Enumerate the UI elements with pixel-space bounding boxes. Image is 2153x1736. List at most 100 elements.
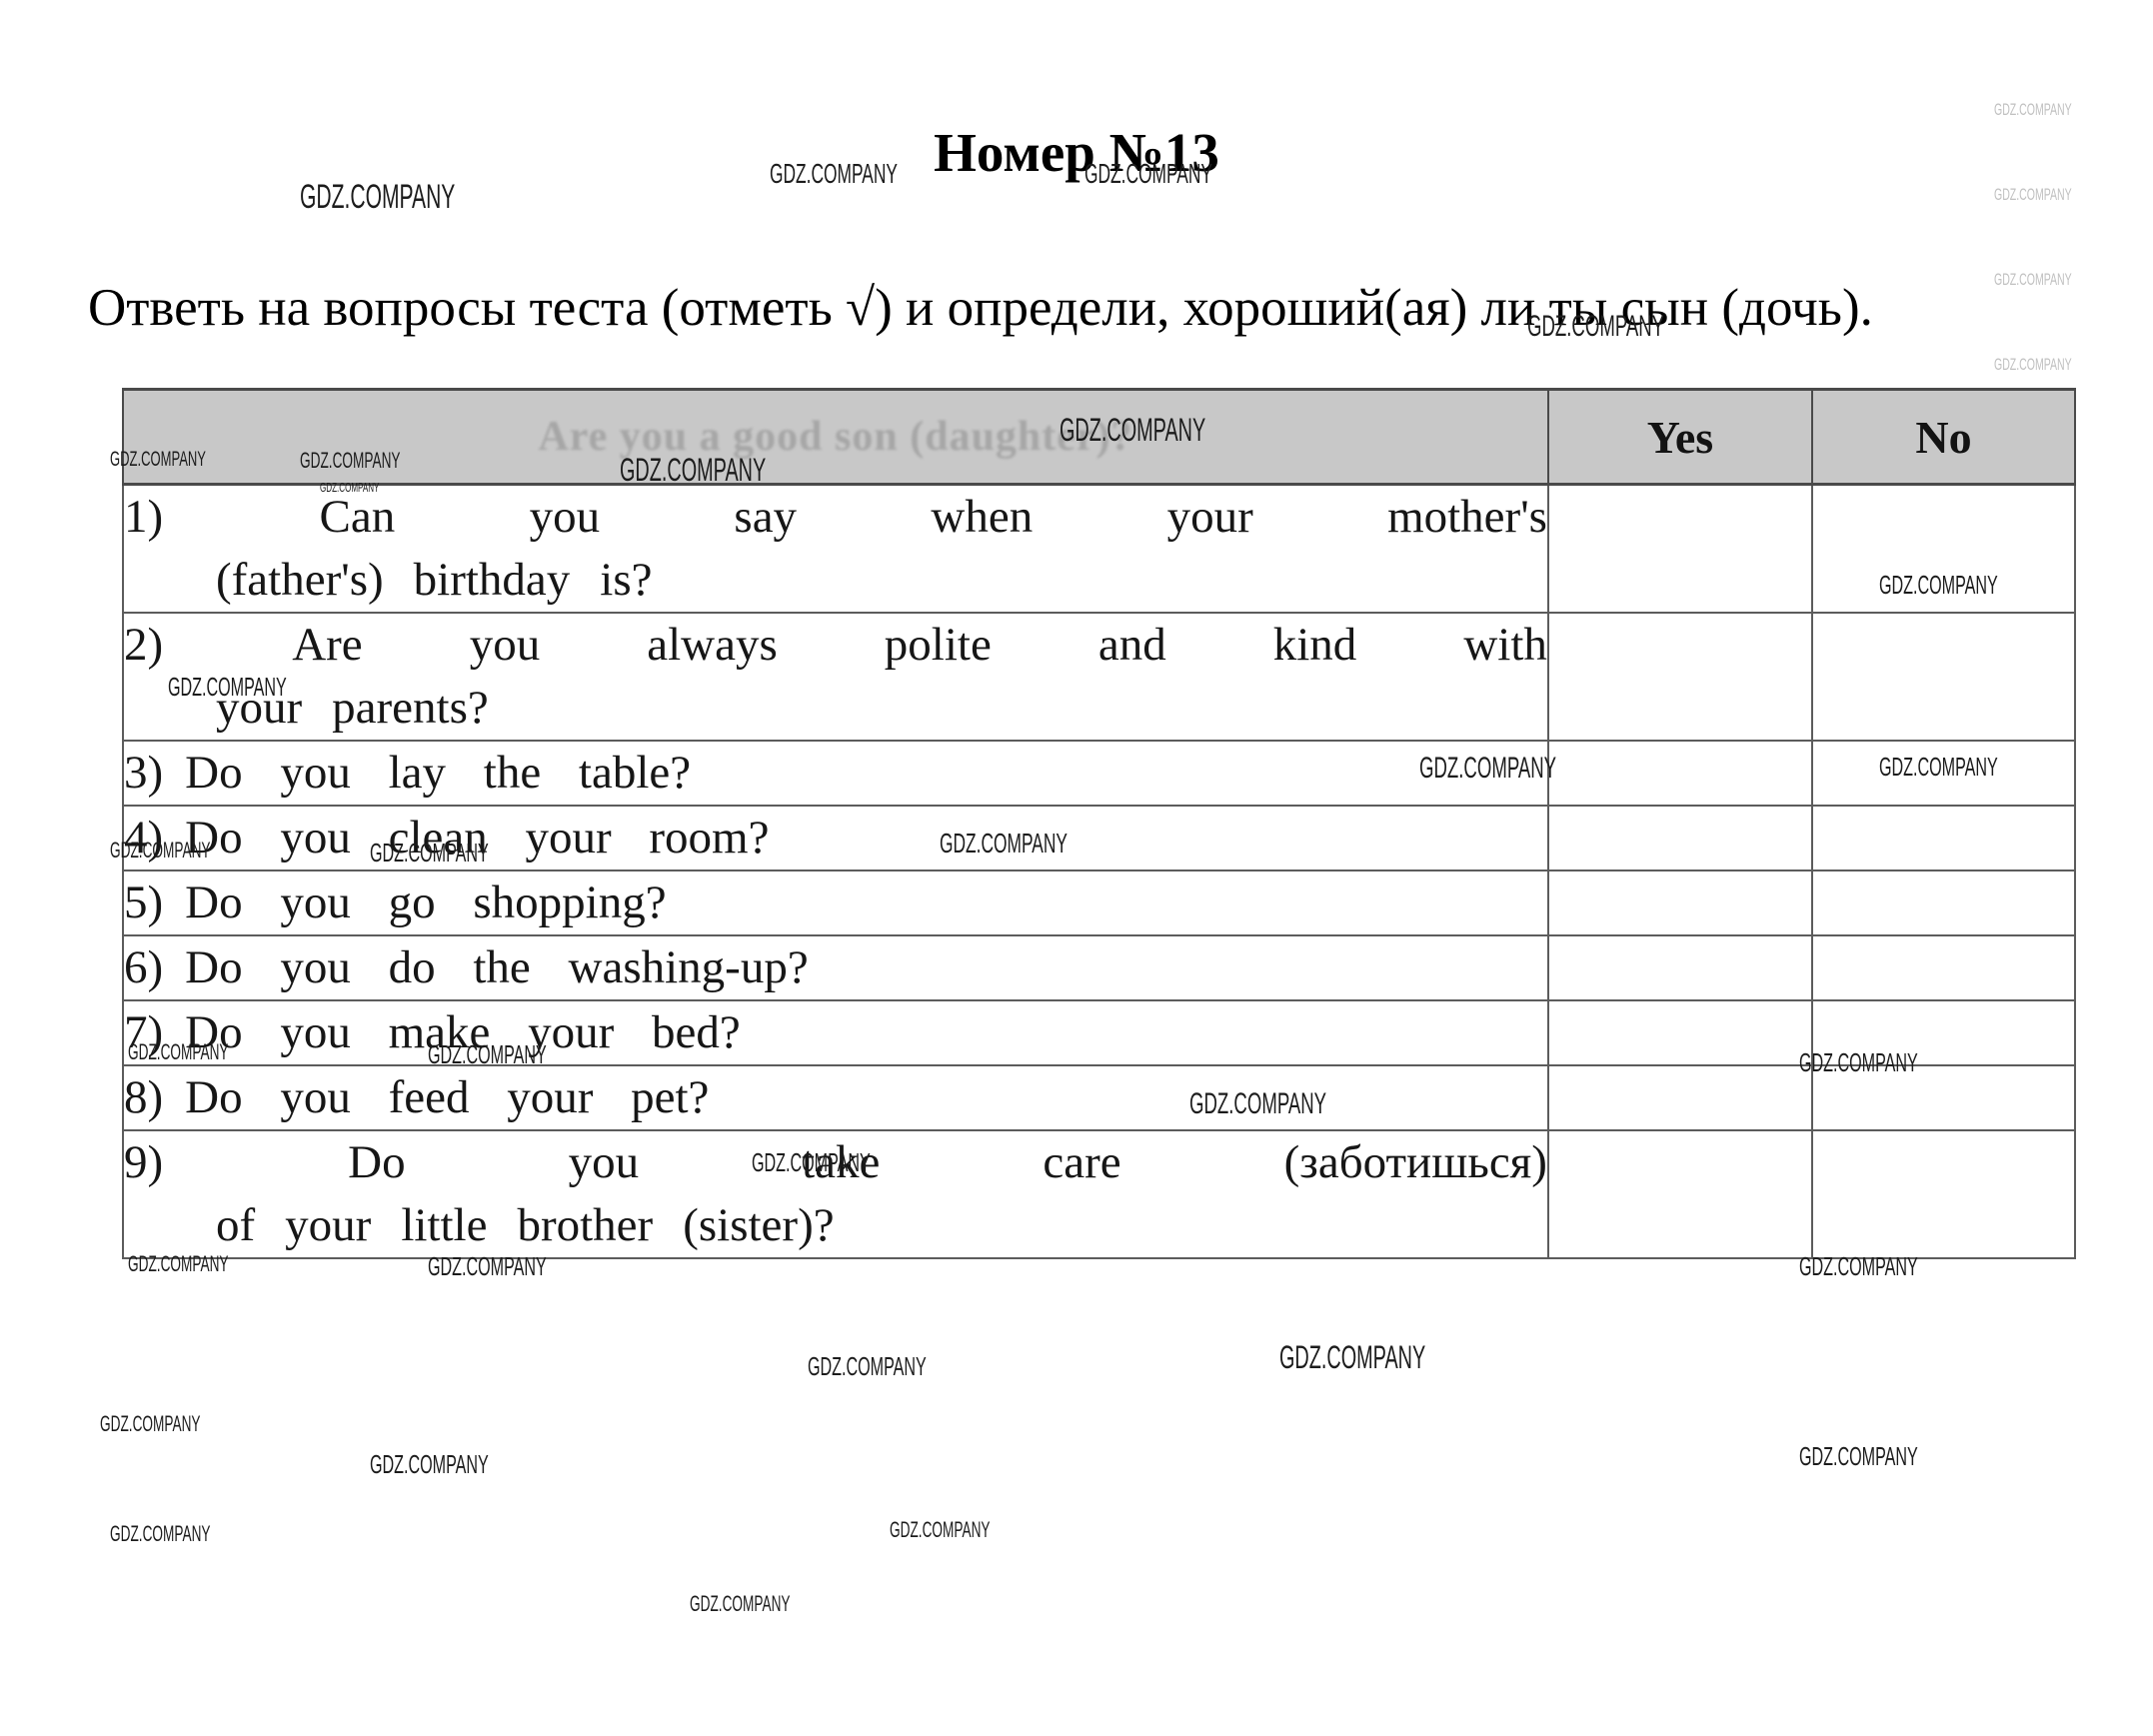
question-number: 3) xyxy=(124,747,164,799)
header-no-column: No xyxy=(1811,388,2076,486)
table-row: 6) Do you do the washing-up? xyxy=(122,934,2076,1001)
question-cell: 9) Do you take care (заботишься) of your little b… xyxy=(122,1129,1549,1259)
question-line-1: 6) Do you do the washing-up? xyxy=(124,936,1547,999)
table-row: 9) Do you take care (заботишься) of your little b… xyxy=(122,1129,2076,1259)
question-line-1: 7) Do you make your bed? xyxy=(124,1001,1547,1064)
question-line-2: of your little brother (sister)? xyxy=(124,1194,1547,1257)
yes-answer-cell[interactable] xyxy=(1547,934,1813,1001)
question-line-1: 2) Are you always polite and kind with xyxy=(124,614,1547,677)
header-question-column: Are you a good son (daughter)? xyxy=(122,388,1549,486)
watermark-label: GDZ.COMPANY xyxy=(1994,185,2072,204)
question-cell: 7) Do you make your bed? xyxy=(122,999,1549,1066)
question-word: birthday xyxy=(413,554,571,606)
watermark-label: GDZ.COMPANY xyxy=(1994,355,2072,374)
watermark-label: GDZ.COMPANY xyxy=(100,1411,201,1436)
no-answer-cell[interactable] xyxy=(1811,869,2076,936)
question-word: your xyxy=(285,1199,372,1251)
question-line-2: your parents? xyxy=(124,677,1547,740)
question-line-1: 3) Do you lay the table? xyxy=(124,742,1547,805)
no-answer-cell[interactable] xyxy=(1811,483,2076,614)
table-row: 8) Do you feed your pet? xyxy=(122,1064,2076,1131)
page-title: Номер №13 xyxy=(934,121,1219,183)
yes-answer-cell[interactable] xyxy=(1547,1129,1813,1259)
instruction-text: Ответь на вопросы теста (отметь √) и опр… xyxy=(88,279,1873,337)
question-cell: 4) Do you clean your room? xyxy=(122,805,1549,871)
question-line-1: 1) Can you say when your mother's xyxy=(124,486,1547,549)
question-word: you xyxy=(529,491,601,543)
question-word: of xyxy=(216,1199,256,1251)
table-row: 4) Do you clean your room? xyxy=(122,805,2076,871)
question-number: 4) xyxy=(124,812,164,864)
no-answer-cell[interactable] xyxy=(1811,740,2076,807)
question-line-1: 5) Do you go shopping? xyxy=(124,871,1547,934)
question-word: Are xyxy=(292,619,363,671)
no-answer-cell[interactable] xyxy=(1811,999,2076,1066)
question-text: Do you go shopping? xyxy=(185,876,667,928)
question-word: say xyxy=(734,491,798,543)
question-word: you xyxy=(469,619,541,671)
question-line-1: 4) Do you clean your room? xyxy=(124,807,1547,869)
watermark-label: GDZ.COMPANY xyxy=(1279,1339,1426,1375)
question-word: brother xyxy=(517,1199,654,1251)
no-answer-cell[interactable] xyxy=(1811,1129,2076,1259)
watermark-label: GDZ.COMPANY xyxy=(1799,1441,1918,1471)
question-word: (заботишься) xyxy=(1283,1136,1547,1188)
yes-answer-cell[interactable] xyxy=(1547,999,1813,1066)
question-word: with xyxy=(1463,619,1547,671)
yes-answer-cell[interactable] xyxy=(1547,805,1813,871)
question-word: polite xyxy=(884,619,992,671)
yes-answer-cell[interactable] xyxy=(1547,869,1813,936)
question-text: Do you lay the table? xyxy=(185,747,692,799)
question-number: 8) xyxy=(124,1071,164,1123)
no-answer-cell[interactable] xyxy=(1811,612,2076,742)
watermark-label: GDZ.COMPANY xyxy=(690,1591,791,1616)
question-word: and xyxy=(1097,619,1166,671)
yes-header-label: Yes xyxy=(1646,411,1714,463)
question-word: care xyxy=(1043,1136,1121,1188)
question-cell: 6) Do you do the washing-up? xyxy=(122,934,1549,1001)
no-header-label: No xyxy=(1915,411,1972,463)
question-number: 9) xyxy=(124,1136,164,1188)
question-word: your xyxy=(1166,491,1253,543)
yes-answer-cell[interactable] xyxy=(1547,612,1813,742)
question-cell: 2) Are you always polite and kind with your paren… xyxy=(122,612,1549,742)
question-word: kind xyxy=(1272,619,1357,671)
table-header-row: Are you a good son (daughter)? Yes No xyxy=(122,388,2076,486)
question-word: Do xyxy=(348,1136,406,1188)
question-text: Do you clean your room? xyxy=(185,812,770,864)
yes-answer-cell[interactable] xyxy=(1547,483,1813,614)
yes-answer-cell[interactable] xyxy=(1547,740,1813,807)
no-answer-cell[interactable] xyxy=(1811,1064,2076,1131)
quiz-table-body: 1) Can you say when your mother's (father's) bir… xyxy=(122,483,2076,1259)
table-row: 1) Can you say when your mother's (father's) bir… xyxy=(122,483,2076,614)
no-answer-cell[interactable] xyxy=(1811,805,2076,871)
table-row: 5) Do you go shopping? xyxy=(122,869,2076,936)
table-row: 7) Do you make your bed? xyxy=(122,999,2076,1066)
question-number: 7) xyxy=(124,1006,164,1058)
no-answer-cell[interactable] xyxy=(1811,934,2076,1001)
watermark-label: GDZ.COMPANY xyxy=(110,1521,211,1546)
header-ghost-label: Are you a good son (daughter)? xyxy=(538,414,1133,460)
table-row: 2) Are you always polite and kind with your paren… xyxy=(122,612,2076,742)
question-cell: 1) Can you say when your mother's (father's) bir… xyxy=(122,483,1549,614)
question-text: Do you make your bed? xyxy=(185,1006,741,1058)
question-number: 6) xyxy=(124,941,164,993)
question-line-2: (father's) birthday is? xyxy=(124,549,1547,612)
question-line-1: 8) Do you feed your pet? xyxy=(124,1066,1547,1129)
question-word: when xyxy=(931,491,1034,543)
header-yes-column: Yes xyxy=(1547,388,1813,486)
watermark-label: GDZ.COMPANY xyxy=(1994,100,2072,119)
question-word: parents? xyxy=(332,682,489,734)
watermark-label: GDZ.COMPANY xyxy=(890,1517,991,1542)
question-cell: 5) Do you go shopping? xyxy=(122,869,1549,936)
question-word: (father's) xyxy=(216,554,384,606)
yes-answer-cell[interactable] xyxy=(1547,1064,1813,1131)
question-word: you xyxy=(568,1136,640,1188)
question-word: mother's xyxy=(1387,491,1547,543)
table-row: 3) Do you lay the table? xyxy=(122,740,2076,807)
watermark-label: GDZ.COMPANY xyxy=(370,1449,489,1479)
question-word: your xyxy=(216,682,303,734)
question-word: take xyxy=(802,1136,881,1188)
question-number: 5) xyxy=(124,876,164,928)
